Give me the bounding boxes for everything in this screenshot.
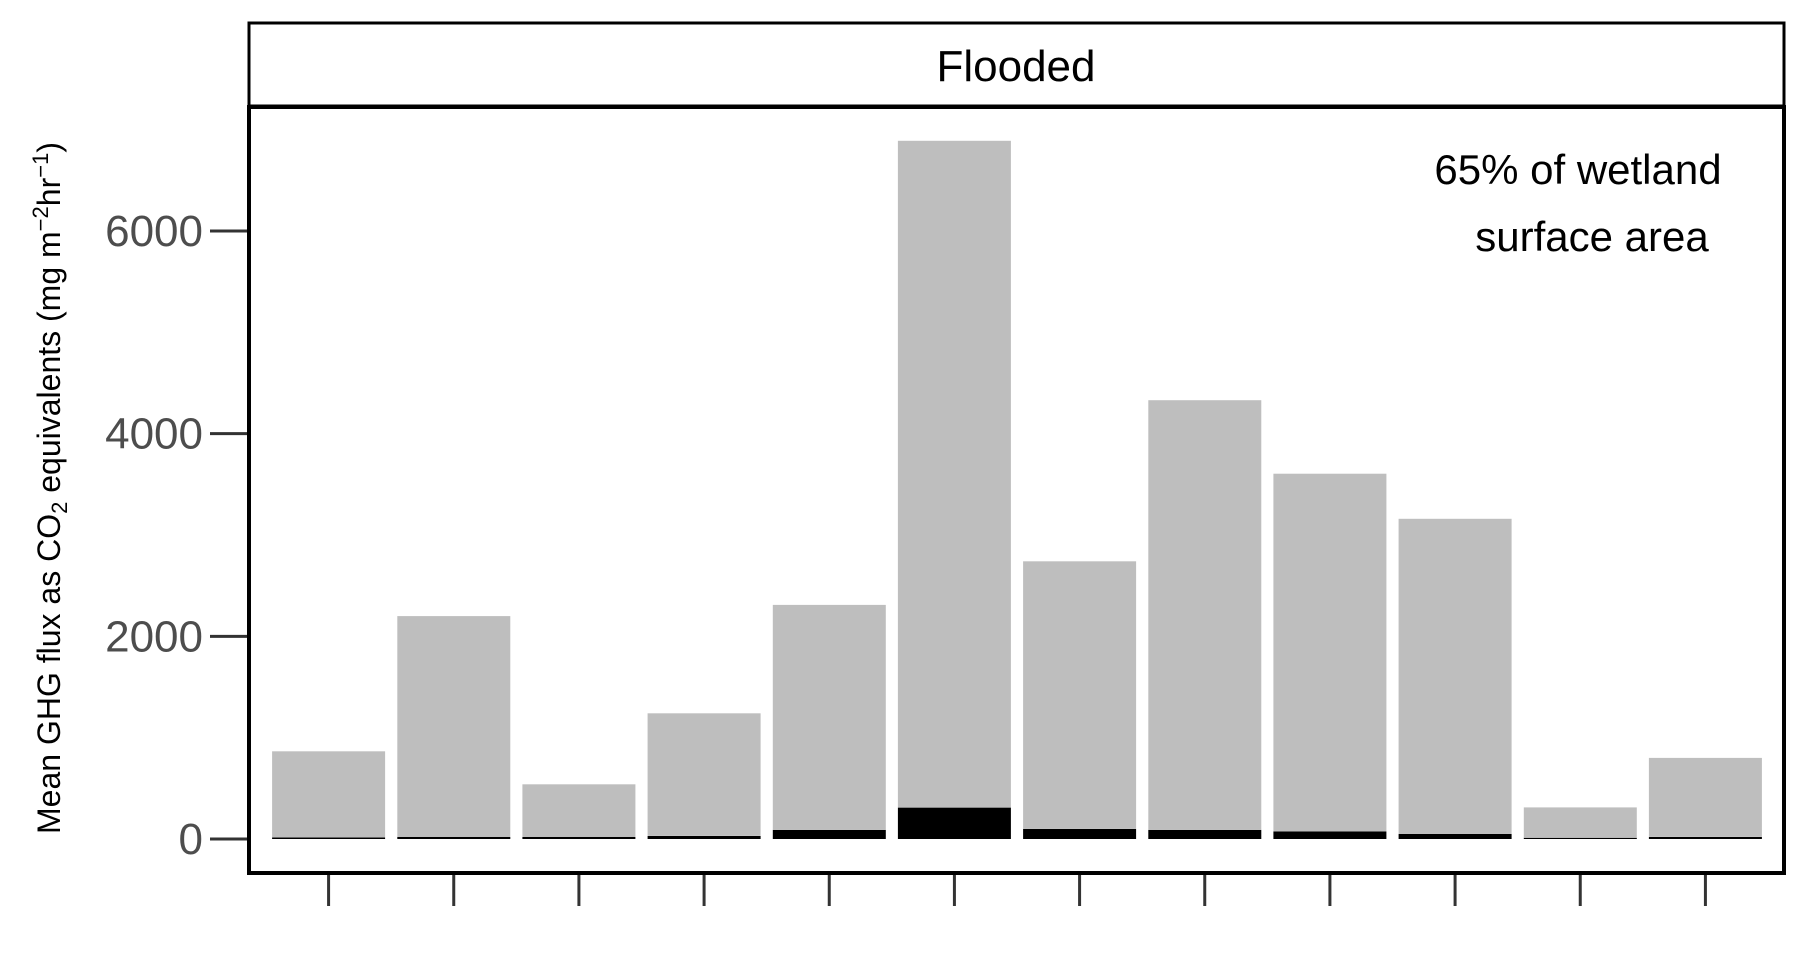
bar-lower-11 <box>1523 837 1637 839</box>
bar-lower-4 <box>647 836 761 839</box>
y-axis-label-superscript-1: −2 <box>28 206 53 231</box>
y-axis-label-superscript-2: −1 <box>28 153 53 178</box>
bar-lower-3 <box>522 837 636 839</box>
bar-lower-7 <box>1023 828 1137 839</box>
bar-lower-1 <box>272 837 386 839</box>
bar-lower-8 <box>1148 829 1262 839</box>
y-tick-label-0: 0 <box>179 815 203 864</box>
plot-frame <box>247 105 1786 875</box>
y-axis-label: Mean GHG flux as CO2 equivalents (mg m−2… <box>28 142 72 834</box>
y-tick-label-4000: 4000 <box>105 410 203 459</box>
y-axis-label-close: ) <box>31 142 67 153</box>
bar-lower-10 <box>1398 833 1512 839</box>
bar-upper-1 <box>272 751 386 838</box>
bar-upper-10 <box>1398 518 1512 834</box>
bar-upper-3 <box>522 784 636 837</box>
bar-lower-5 <box>772 829 886 839</box>
bar-upper-4 <box>647 713 761 836</box>
bar-lower-9 <box>1273 831 1387 839</box>
bar-upper-7 <box>1023 561 1137 829</box>
bar-upper-8 <box>1148 400 1262 830</box>
bar-upper-12 <box>1648 757 1762 837</box>
panel-title: Flooded <box>936 42 1095 91</box>
bar-lower-2 <box>397 837 511 839</box>
bar-upper-5 <box>772 604 886 830</box>
bar-lower-12 <box>1648 837 1762 839</box>
y-axis-label-middle: equivalents (mg m <box>31 231 67 501</box>
y-axis-label-main: Mean GHG flux as CO <box>31 514 67 834</box>
bar-upper-9 <box>1273 473 1387 832</box>
annotation-line-2: surface area <box>1475 213 1709 260</box>
bar-upper-2 <box>397 616 511 837</box>
x-axis <box>327 873 1707 906</box>
bar-upper-6 <box>897 140 1011 808</box>
y-tick-label-6000: 6000 <box>105 207 203 256</box>
panel-strip <box>247 21 1786 108</box>
y-axis-label-hr: hr <box>31 177 67 206</box>
annotation-line-1: 65% of wetland <box>1434 146 1721 193</box>
bars-layer <box>272 140 1762 839</box>
y-axis: 0 2000 4000 6000 <box>105 207 249 864</box>
y-tick-label-2000: 2000 <box>105 612 203 661</box>
y-axis-label-subscript: 2 <box>47 502 72 514</box>
bar-upper-11 <box>1523 807 1637 838</box>
bar-lower-6 <box>897 807 1011 839</box>
